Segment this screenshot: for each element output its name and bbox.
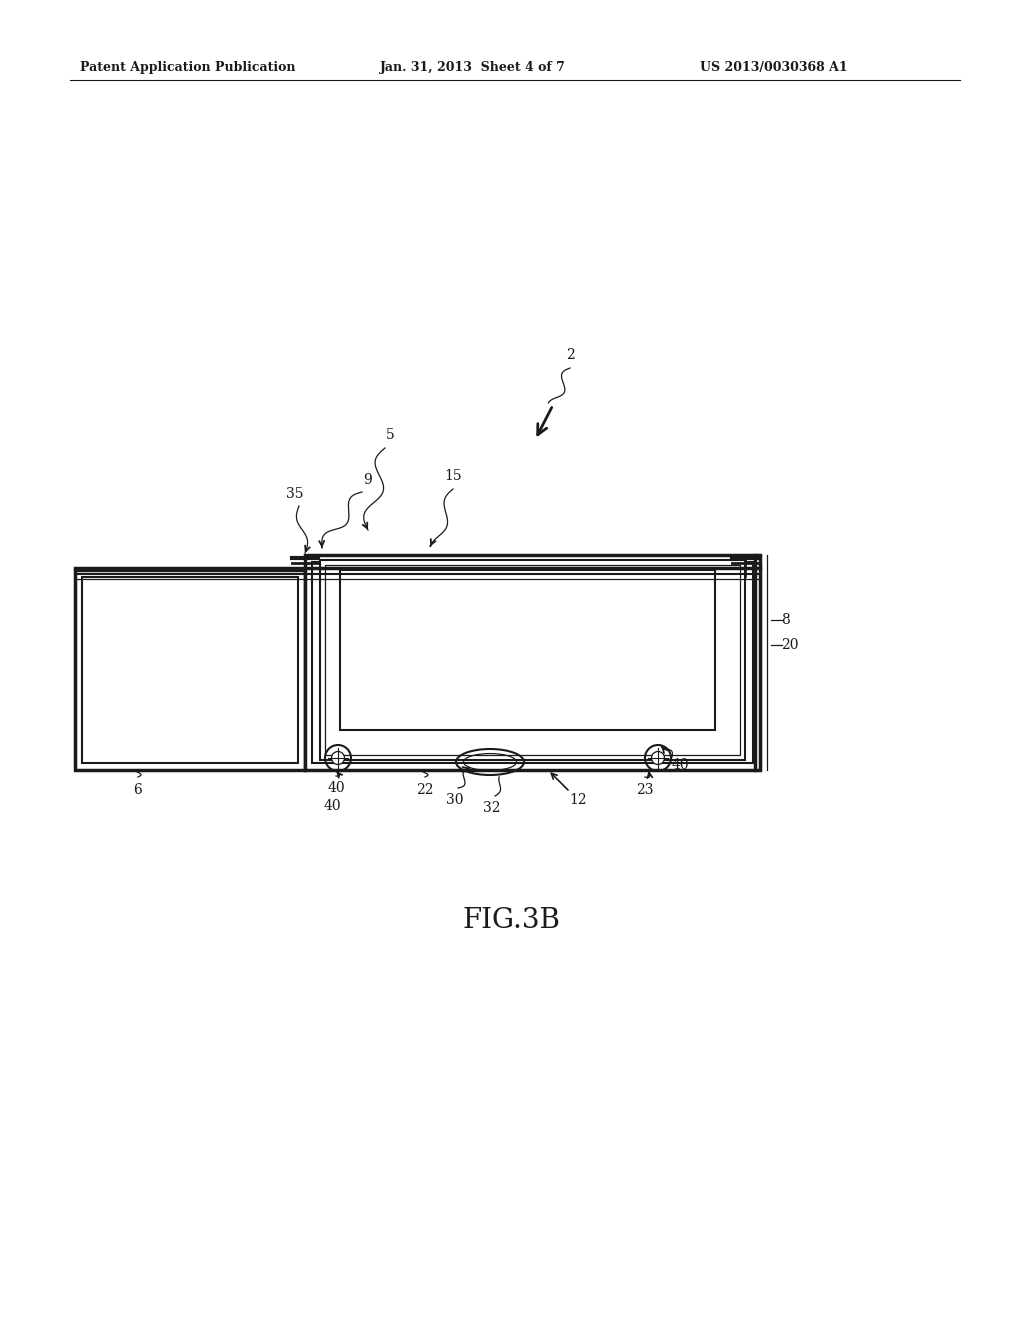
Bar <box>312 562 753 763</box>
Text: US 2013/0030368 A1: US 2013/0030368 A1 <box>700 62 848 74</box>
Text: 15: 15 <box>444 469 462 483</box>
Text: 30: 30 <box>446 793 464 807</box>
Text: 22: 22 <box>416 783 434 797</box>
Bar <box>75 570 305 770</box>
Text: 20: 20 <box>781 638 799 652</box>
Text: 9: 9 <box>364 473 373 487</box>
Text: Patent Application Publication: Patent Application Publication <box>80 62 296 74</box>
Text: 6: 6 <box>133 783 142 797</box>
Text: 35: 35 <box>287 487 304 502</box>
Bar <box>305 554 760 770</box>
Text: 23: 23 <box>636 783 653 797</box>
Text: 2: 2 <box>565 348 574 362</box>
Bar <box>82 577 298 763</box>
Text: 12: 12 <box>569 793 587 807</box>
Text: Jan. 31, 2013  Sheet 4 of 7: Jan. 31, 2013 Sheet 4 of 7 <box>380 62 566 74</box>
Bar <box>340 570 715 730</box>
Bar <box>325 565 740 755</box>
Text: 40: 40 <box>671 758 689 772</box>
Text: 32: 32 <box>483 801 501 814</box>
Text: 8: 8 <box>780 612 790 627</box>
Text: FIG.3B: FIG.3B <box>463 907 561 933</box>
Circle shape <box>651 751 665 764</box>
Text: 5: 5 <box>386 428 394 442</box>
Circle shape <box>332 751 344 764</box>
Bar <box>319 560 745 760</box>
Text: 40: 40 <box>328 781 345 795</box>
Text: 40: 40 <box>324 799 341 813</box>
